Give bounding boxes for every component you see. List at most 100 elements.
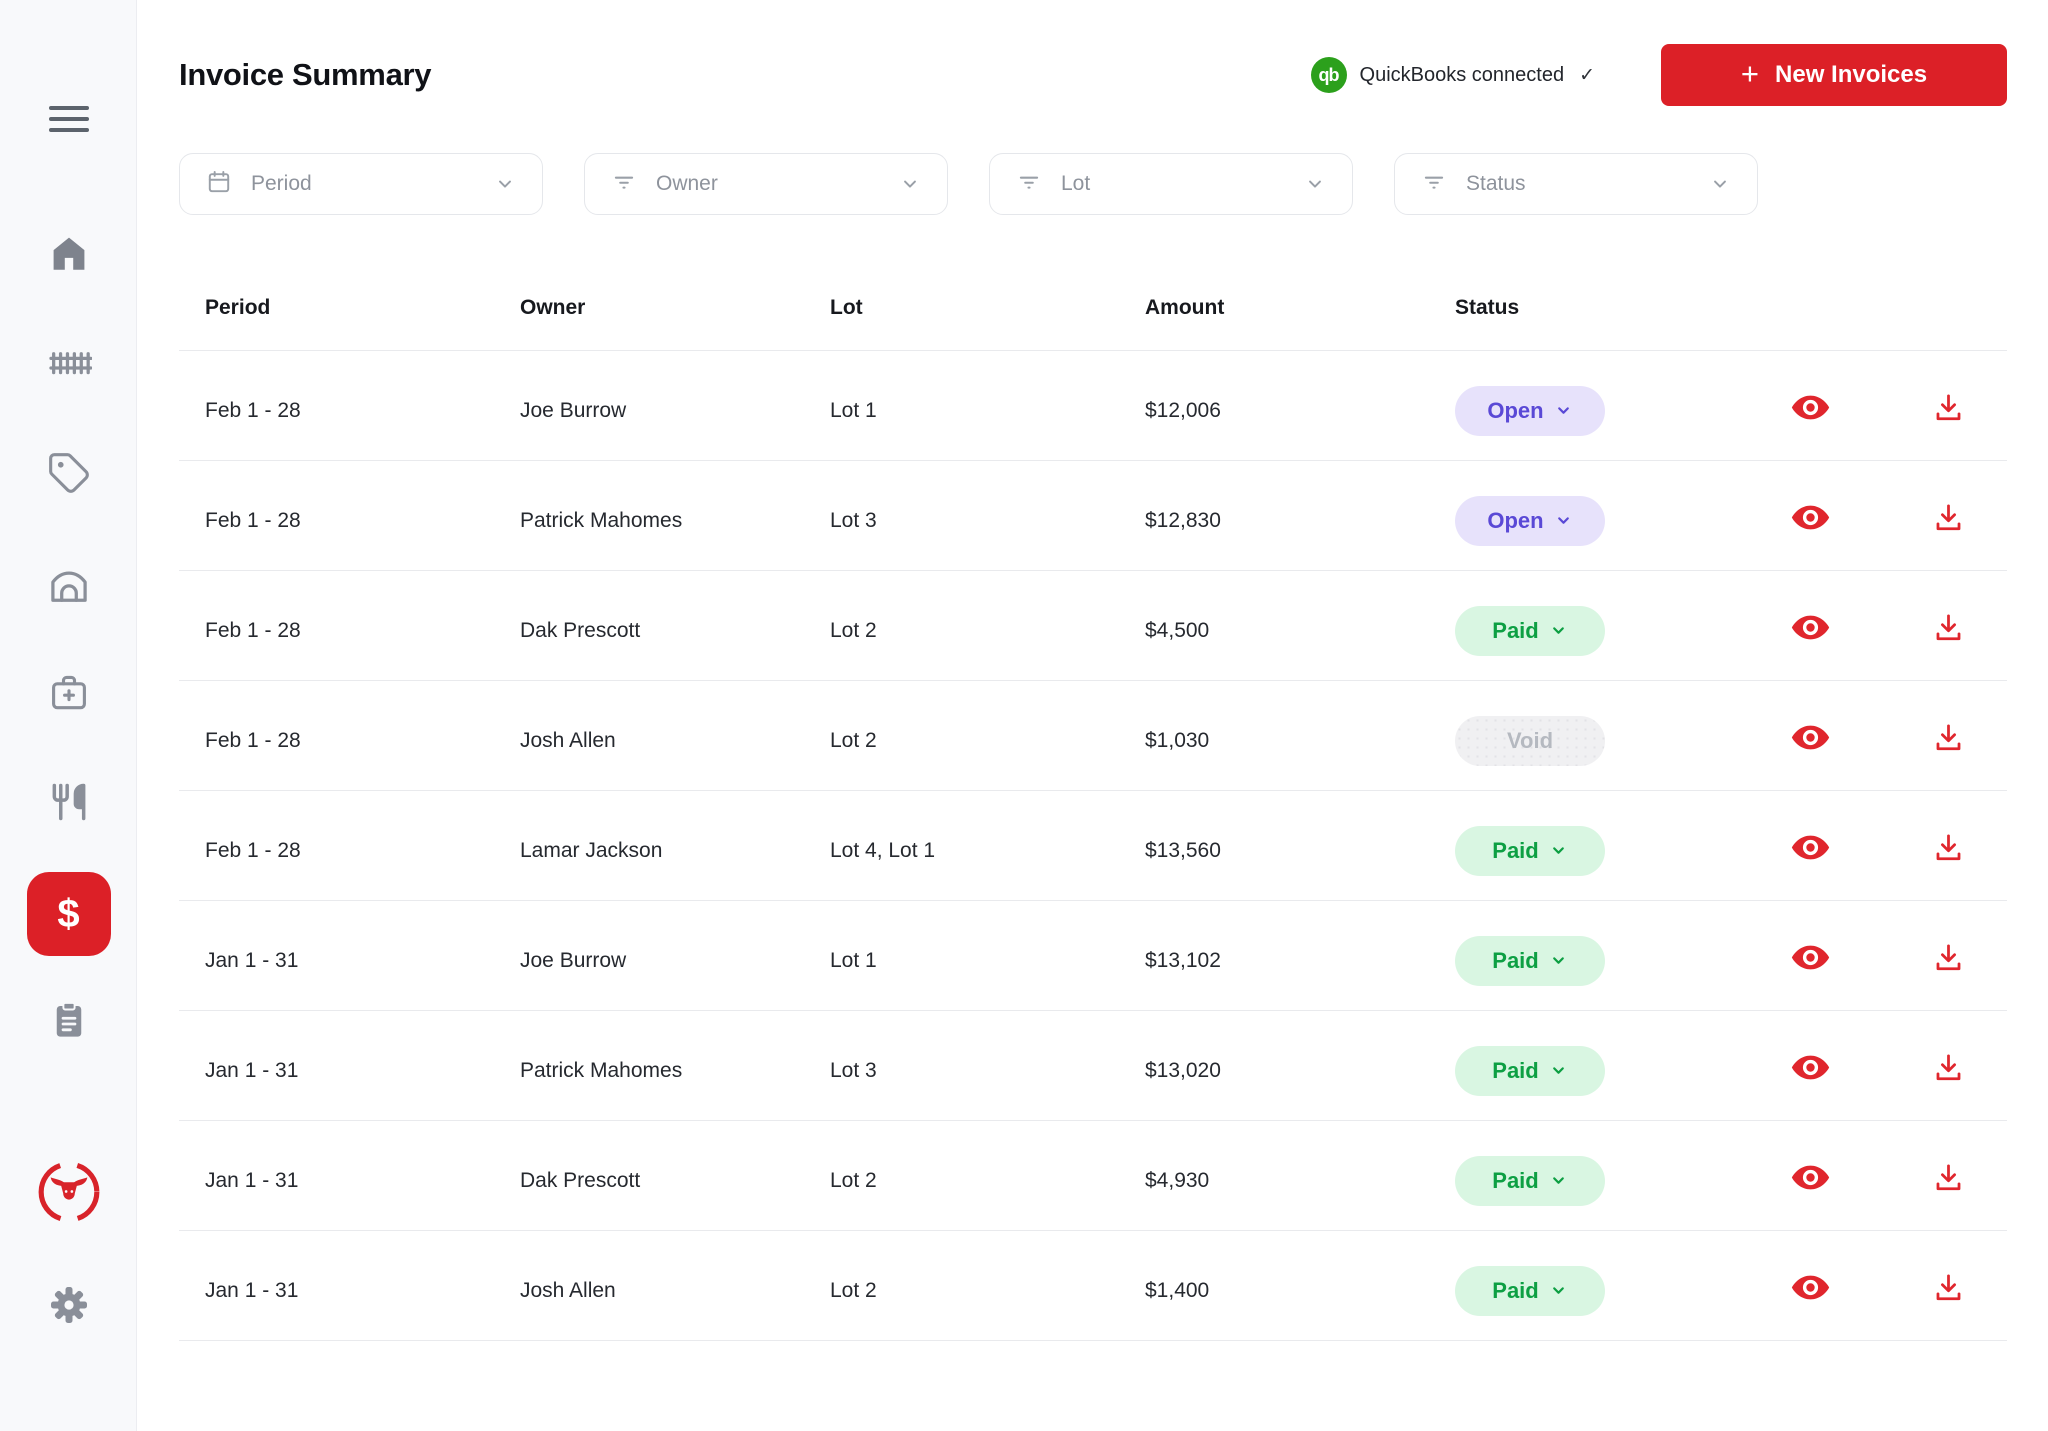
- clipboard-icon: [48, 999, 90, 1046]
- status-label: Paid: [1492, 947, 1539, 973]
- filter-bar: Period Owner Lot: [179, 153, 2007, 215]
- status-badge[interactable]: Paid: [1455, 1045, 1605, 1096]
- cell-amount: $1,030: [1145, 728, 1210, 752]
- cell-lot: Lot 2: [830, 1278, 877, 1302]
- cell-owner: Lamar Jackson: [520, 838, 663, 862]
- cell-amount: $1,400: [1145, 1278, 1210, 1302]
- status-badge[interactable]: Paid: [1455, 605, 1605, 656]
- eye-icon: [1790, 1163, 1831, 1198]
- cell-lot: Lot 1: [830, 948, 877, 972]
- filter-owner-label: Owner: [656, 172, 718, 195]
- sidebar-item-tags[interactable]: [0, 452, 137, 497]
- download-invoice-button[interactable]: [1933, 1162, 1964, 1199]
- view-invoice-button[interactable]: [1790, 943, 1831, 978]
- download-invoice-button[interactable]: [1933, 942, 1964, 979]
- view-invoice-button[interactable]: [1790, 833, 1831, 868]
- cell-period: Jan 1 - 31: [205, 1168, 299, 1192]
- topbar: Invoice Summary qb QuickBooks connected …: [179, 0, 2007, 106]
- status-badge: Void: [1455, 715, 1605, 766]
- chevron-down-icon: [1304, 173, 1326, 195]
- view-invoice-button[interactable]: [1790, 723, 1831, 758]
- quickbooks-icon: qb: [1310, 57, 1347, 93]
- status-label: Paid: [1492, 1277, 1539, 1303]
- download-invoice-button[interactable]: [1933, 1272, 1964, 1309]
- view-invoice-button[interactable]: [1790, 613, 1831, 648]
- utensils-icon: [47, 780, 91, 829]
- cell-lot: Lot 2: [830, 1168, 877, 1192]
- status-badge[interactable]: Paid: [1455, 1155, 1605, 1206]
- status-badge[interactable]: Open: [1455, 495, 1605, 546]
- filter-owner[interactable]: Owner: [584, 153, 948, 215]
- status-badge[interactable]: Paid: [1455, 1265, 1605, 1316]
- invoice-table-body: Feb 1 - 28 Joe Burrow Lot 1 $12,006 Open: [179, 351, 2007, 1341]
- table-row: Feb 1 - 28 Patrick Mahomes Lot 3 $12,830…: [179, 461, 2007, 571]
- download-invoice-button[interactable]: [1933, 1052, 1964, 1089]
- sidebar-item-home[interactable]: [0, 233, 137, 279]
- sidebar-item-feed[interactable]: [0, 782, 137, 826]
- status-badge[interactable]: Paid: [1455, 935, 1605, 986]
- download-icon: [1933, 942, 1964, 979]
- cell-period: Feb 1 - 28: [205, 508, 301, 532]
- download-invoice-button[interactable]: [1933, 612, 1964, 649]
- menu-button[interactable]: [0, 104, 137, 134]
- view-invoice-button[interactable]: [1790, 1053, 1831, 1088]
- view-invoice-button[interactable]: [1790, 1163, 1831, 1198]
- col-header-lot: Lot: [830, 296, 863, 319]
- status-label: Open: [1487, 397, 1544, 423]
- chevron-down-icon: [1549, 621, 1568, 640]
- brand-logo[interactable]: [0, 1161, 137, 1227]
- filter-status-label: Status: [1466, 172, 1526, 195]
- cell-amount: $13,560: [1145, 838, 1221, 862]
- sidebar-item-fence[interactable]: [0, 342, 137, 388]
- page-title: Invoice Summary: [179, 57, 432, 92]
- cell-owner: Patrick Mahomes: [520, 1058, 683, 1082]
- chevron-down-icon: [1549, 1171, 1568, 1190]
- quickbooks-status: qb QuickBooks connected ✓: [1310, 57, 1595, 93]
- barn-icon: [46, 561, 92, 612]
- sidebar: $: [0, 0, 137, 1431]
- status-badge[interactable]: Open: [1455, 385, 1605, 436]
- download-invoice-button[interactable]: [1933, 722, 1964, 759]
- filter-icon: [1421, 169, 1447, 200]
- filter-icon: [1016, 169, 1042, 200]
- col-header-status: Status: [1455, 296, 1520, 319]
- sidebar-item-billing-active[interactable]: $: [0, 872, 137, 956]
- cell-lot: Lot 3: [830, 508, 877, 532]
- bull-logo-icon: [36, 1159, 102, 1230]
- sidebar-item-records[interactable]: [0, 1001, 137, 1043]
- quickbooks-status-label: QuickBooks connected: [1359, 63, 1565, 86]
- download-icon: [1933, 1052, 1964, 1089]
- cell-owner: Dak Prescott: [520, 1168, 641, 1192]
- chevron-down-icon: [899, 173, 921, 195]
- fence-icon: [46, 340, 92, 391]
- sidebar-item-settings[interactable]: [0, 1285, 137, 1329]
- cell-owner: Joe Burrow: [520, 948, 627, 972]
- download-invoice-button[interactable]: [1933, 502, 1964, 539]
- eye-icon: [1790, 1053, 1831, 1088]
- sidebar-item-barn[interactable]: [0, 563, 137, 609]
- chevron-down-icon: [1549, 1061, 1568, 1080]
- view-invoice-button[interactable]: [1790, 393, 1831, 428]
- table-row: Jan 1 - 31 Josh Allen Lot 2 $1,400 Paid: [179, 1231, 2007, 1341]
- table-row: Jan 1 - 31 Joe Burrow Lot 1 $13,102 Paid: [179, 901, 2007, 1011]
- download-invoice-button[interactable]: [1933, 832, 1964, 869]
- filter-period[interactable]: Period: [179, 153, 543, 215]
- cell-lot: Lot 4, Lot 1: [830, 838, 936, 862]
- status-badge[interactable]: Paid: [1455, 825, 1605, 876]
- view-invoice-button[interactable]: [1790, 503, 1831, 538]
- view-invoice-button[interactable]: [1790, 1273, 1831, 1308]
- chevron-down-icon: [1549, 841, 1568, 860]
- chevron-down-icon: [1709, 173, 1731, 195]
- cell-owner: Josh Allen: [520, 728, 616, 752]
- col-header-owner: Owner: [520, 296, 586, 319]
- hamburger-icon: [48, 106, 89, 132]
- sidebar-item-health[interactable]: [0, 673, 137, 717]
- eye-icon: [1790, 1273, 1831, 1308]
- download-invoice-button[interactable]: [1933, 392, 1964, 429]
- filter-lot[interactable]: Lot: [989, 153, 1353, 215]
- table-row: Feb 1 - 28 Lamar Jackson Lot 4, Lot 1 $1…: [179, 791, 2007, 901]
- cell-amount: $13,020: [1145, 1058, 1221, 1082]
- filter-status[interactable]: Status: [1394, 153, 1758, 215]
- download-icon: [1933, 392, 1964, 429]
- new-invoices-button[interactable]: + New Invoices: [1661, 44, 2007, 106]
